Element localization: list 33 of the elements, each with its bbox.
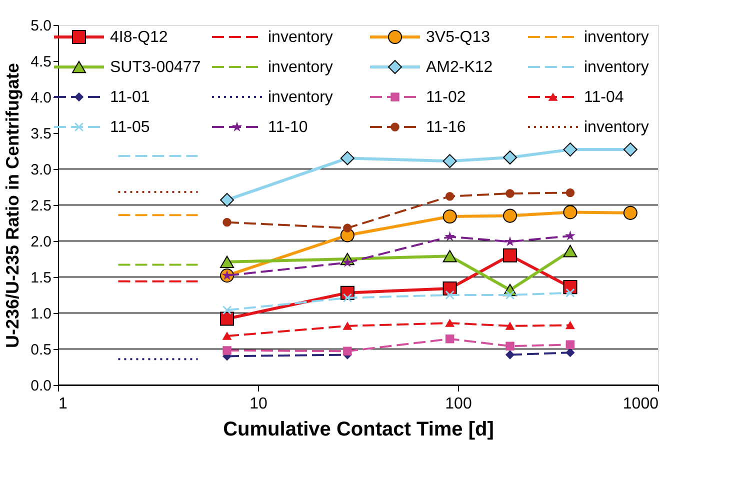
legend-label: 11-04: [584, 89, 624, 106]
y-tick-label: 0.0: [30, 378, 52, 394]
legend-label: inventory: [584, 59, 649, 76]
legend-label: 11-10: [268, 119, 308, 136]
y-tick-label: 0.5: [30, 342, 52, 358]
y-tick-label: 3.5: [30, 126, 52, 142]
legend-label: inventory: [268, 29, 333, 46]
x-tick-label: 1: [58, 396, 68, 412]
x-tick-label: 1000: [622, 396, 659, 412]
y-tick-label: 5.0: [30, 18, 52, 34]
x-axis-title: Cumulative Contact Time [d]: [223, 418, 494, 440]
legend-label: 11-01: [110, 89, 150, 106]
legend-label: SUT3-00477: [110, 59, 201, 76]
y-tick-label: 3.0: [30, 162, 52, 178]
legend-label: inventory: [584, 119, 649, 136]
legend-label: inventory: [584, 29, 649, 46]
legend-label: 3V5-Q13: [426, 29, 490, 46]
legend-label: 11-16: [426, 119, 466, 136]
legend-label: 4I8-Q12: [110, 29, 168, 46]
legend-label: 11-05: [110, 119, 150, 136]
legend-label: AM2-K12: [426, 59, 493, 76]
y-axis-title: U-236/U-235 Ratio in Centrifugate: [2, 62, 23, 348]
y-tick-label: 1.0: [30, 306, 52, 322]
legend-label: inventory: [268, 59, 333, 76]
y-tick-label: 2.0: [30, 234, 52, 250]
y-tick-label: 2.5: [30, 198, 52, 214]
y-tick-label: 4.5: [30, 54, 52, 70]
x-tick-label: 100: [445, 396, 472, 412]
x-tick-label: 10: [250, 396, 268, 412]
legend-label: inventory: [268, 89, 333, 106]
y-tick-label: 1.5: [30, 270, 52, 286]
legend-label: 11-02: [426, 89, 466, 106]
y-tick-label: 4.0: [30, 90, 52, 106]
